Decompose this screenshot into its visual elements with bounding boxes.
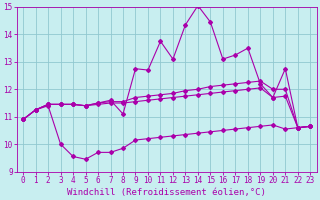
X-axis label: Windchill (Refroidissement éolien,°C): Windchill (Refroidissement éolien,°C) — [67, 188, 266, 197]
